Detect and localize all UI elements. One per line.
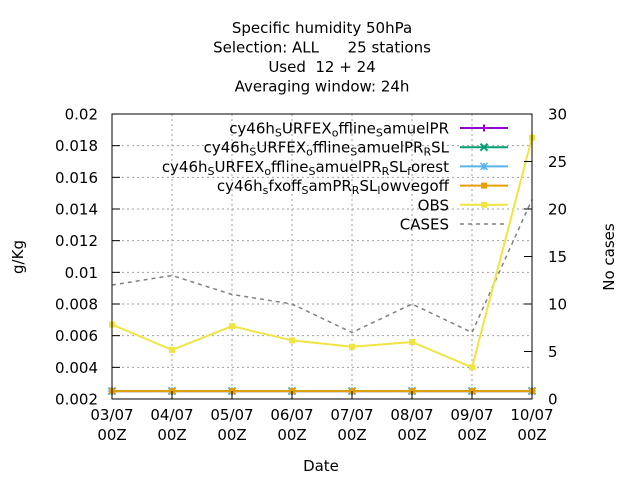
x-tick-label: 07/07 00Z [330, 406, 373, 444]
title-line: Specific humidity 50hPa [232, 19, 412, 37]
y2-tick-label: 20 [548, 201, 567, 219]
y-tick-label: 0.012 [55, 232, 98, 250]
legend-item: cy46hSURFEXofflineSamuelPRRSL [204, 139, 508, 159]
x-tick-label: 06/07 00Z [270, 406, 313, 444]
y-tick-label: 0.004 [55, 359, 98, 377]
y-tick-label: 0.01 [65, 264, 98, 282]
y-tick-label: 0.002 [55, 391, 98, 409]
legend-item: cy46hSURFEXofflineSamuelPRRSLforest [162, 158, 508, 178]
y2-tick-label: 0 [548, 391, 558, 409]
x-axis: 03/07 00Z 04/07 00Z 05/07 00Z 06/07 00Z 07/07 00Z… [90, 391, 554, 444]
legend: cy46hSURFEXofflineSamuelPRcy46hSURFEXoff… [162, 120, 508, 234]
plot-frame [111, 113, 533, 400]
legend-marker [479, 142, 489, 152]
data-point [289, 337, 295, 344]
series-5 [111, 199, 533, 334]
legend-item: cy46hSURFEXofflineSamuelPR [229, 120, 508, 140]
y-axis: 0.002 0.004 0.006 0.008 0.01 0.012 0.014 0.016 0… [55, 106, 120, 409]
y2-axis-label: No cases [600, 223, 618, 291]
data-point [469, 364, 475, 371]
chart-title: Specific humidity 50hPa Selection: ALL 25… [213, 19, 431, 96]
title-line: Averaging window: 24h [235, 78, 410, 96]
x-tick-label: 03/07 00Z [90, 406, 133, 444]
y-tick-label: 0.014 [55, 201, 98, 219]
series-3 [109, 388, 535, 395]
series-line [111, 137, 533, 369]
title-line: Used 12 + 24 [268, 58, 375, 76]
y-axis-label: g/Kg [9, 240, 27, 274]
legend-label: CASES [400, 216, 449, 234]
legend-label: cy46hSURFEXofflineSamuelPRRSLforest [162, 158, 449, 178]
y-tick-label: 0.006 [55, 327, 98, 345]
y2-tick-label: 15 [548, 248, 567, 266]
legend-label: cy46hsfxoffSamPRRSLlowvegoff [217, 177, 450, 197]
legend-marker [481, 201, 487, 208]
x-axis-label: Date [303, 457, 339, 475]
title-line: Selection: ALL 25 stations [213, 39, 431, 57]
data-point [409, 339, 415, 345]
legend-marker [479, 162, 489, 171]
x-tick-label: 09/07 00Z [450, 406, 493, 444]
data-point [229, 323, 235, 330]
legend-item: cy46hsfxoffSamPRRSLlowvegoff [217, 177, 508, 197]
legend-marker [480, 124, 488, 132]
legend-item: CASES [400, 216, 508, 234]
y-tick-label: 0.008 [55, 296, 98, 314]
grid-lines [112, 114, 532, 399]
x-tick-label: 05/07 00Z [210, 406, 253, 444]
legend-label: OBS [418, 196, 449, 214]
y-tick-label: 0.018 [55, 137, 98, 155]
y2-tick-label: 10 [548, 296, 567, 314]
legend-label: cy46hSURFEXofflineSamuelPRRSL [204, 139, 450, 159]
data-point [169, 346, 175, 353]
x-tick-label: 10/07 00Z [510, 406, 553, 444]
y-tick-label: 0.016 [55, 169, 98, 187]
series-line [111, 199, 533, 334]
y-tick-label: 0.02 [65, 106, 98, 124]
legend-label: cy46hSURFEXofflineSamuelPR [229, 120, 449, 140]
x-tick-label: 08/07 00Z [390, 406, 433, 444]
y2-tick-label: 5 [548, 343, 558, 361]
legend-marker [481, 182, 487, 189]
data-point [349, 343, 355, 350]
y2-tick-label: 25 [548, 153, 567, 171]
legend-item: OBS [418, 196, 508, 214]
y2-tick-label: 30 [548, 106, 567, 124]
x-tick-label: 04/07 00Z [150, 406, 193, 444]
y2-axis: 0 5 10 15 20 25 30 [524, 106, 567, 409]
